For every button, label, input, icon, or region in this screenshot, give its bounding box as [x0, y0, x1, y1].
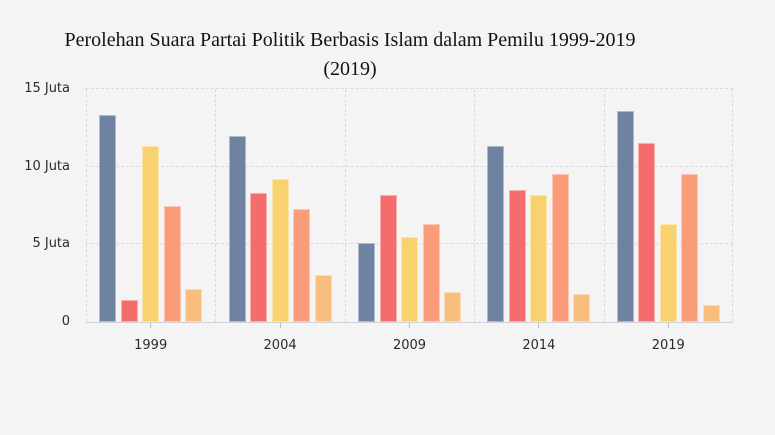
- v-gridline: [732, 89, 733, 322]
- x-axis-tick: [538, 323, 540, 328]
- bar-2009-series-3: [401, 236, 418, 322]
- bar-2004-series-3: [271, 179, 289, 322]
- x-axis-line: [86, 322, 733, 323]
- y-axis-label: 0: [61, 314, 70, 329]
- x-axis-label: 2019: [651, 338, 685, 353]
- bar-2009-series-2: [379, 194, 397, 322]
- x-axis-tick: [409, 323, 410, 328]
- x-axis-label: 1999: [134, 338, 168, 353]
- bar-2009-series-5: [444, 292, 461, 322]
- chart-title-line2: (2019): [323, 58, 377, 80]
- bar-2009-series-1: [358, 242, 375, 322]
- bar-2014-series-4: [551, 174, 569, 322]
- bar-1999-series-2: [120, 300, 138, 322]
- bar-1999-series-5: [185, 289, 203, 322]
- x-axis-tick: [667, 323, 669, 328]
- bar-2014-series-2: [508, 189, 526, 322]
- y-axis-label: 10 Juta: [24, 158, 70, 174]
- chart-title: Perolehan Suara Partai Politik Berbasis …: [64, 26, 635, 84]
- bar-1999-series-1: [99, 115, 117, 322]
- y-axis-label: 5 Juta: [32, 236, 70, 252]
- bar-2009-series-4: [422, 224, 440, 322]
- x-axis-label: 2014: [522, 338, 556, 353]
- x-axis-tick: [150, 323, 152, 328]
- h-gridline: [86, 88, 733, 89]
- bar-2004-series-4: [293, 208, 311, 322]
- bar-2004-series-2: [250, 193, 268, 322]
- v-gridline: [215, 89, 217, 322]
- bar-2004-series-5: [314, 275, 332, 322]
- bar-1999-series-4: [163, 205, 181, 322]
- bar-2014-series-1: [487, 146, 505, 322]
- x-axis-label: 2004: [263, 338, 297, 353]
- bar-2019-series-4: [681, 174, 699, 322]
- v-gridline: [603, 89, 605, 322]
- x-axis-label: 2009: [392, 338, 427, 353]
- y-axis-label: 15 Juta: [24, 81, 70, 96]
- bar-2004-series-1: [228, 135, 246, 322]
- bar-2019-series-3: [659, 224, 677, 322]
- bar-1999-series-3: [142, 146, 160, 322]
- v-gridline: [474, 89, 476, 322]
- chart-title-line1: Perolehan Suara Partai Politik Berbasis …: [64, 29, 636, 51]
- bar-2019-series-1: [616, 110, 634, 322]
- bar-2019-series-5: [702, 304, 720, 322]
- v-gridline: [344, 89, 346, 322]
- h-gridline: [86, 165, 733, 167]
- x-axis-tick: [279, 323, 281, 328]
- bar-2014-series-5: [573, 294, 591, 322]
- bar-2019-series-2: [638, 143, 656, 322]
- bar-2014-series-3: [530, 194, 548, 322]
- v-gridline: [86, 89, 87, 322]
